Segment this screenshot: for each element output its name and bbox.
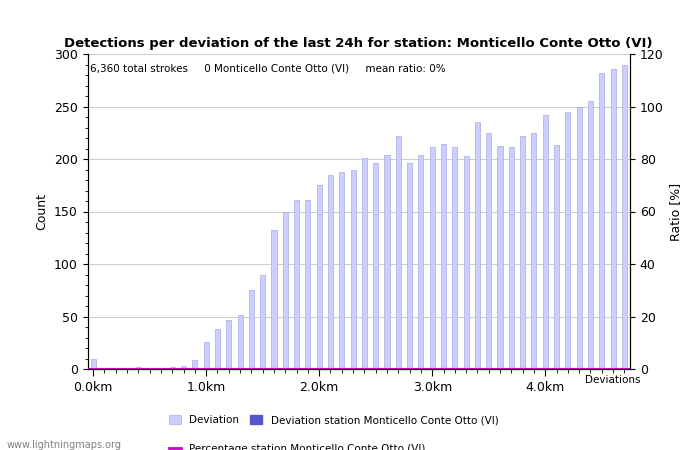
Bar [283,212,288,369]
Bar [452,148,457,369]
Bar [520,136,525,369]
Bar [248,290,254,369]
Bar [384,155,389,369]
Bar [430,148,435,369]
Bar [305,200,310,369]
Bar [237,315,243,369]
Bar [136,367,141,369]
Y-axis label: Ratio [%]: Ratio [%] [669,182,682,241]
Bar [362,158,367,369]
Bar [260,274,265,369]
Text: www.lightningmaps.org: www.lightningmaps.org [7,440,122,450]
Bar [351,170,356,369]
Bar [294,200,299,369]
Bar [441,144,446,369]
Bar [125,368,130,369]
Bar [475,122,480,369]
Bar [577,107,582,369]
Bar [407,163,412,369]
Bar [588,101,593,369]
Bar [622,64,627,369]
Bar [610,69,615,369]
Bar [463,156,469,369]
Bar [169,367,175,369]
Bar [181,366,186,369]
Y-axis label: Count: Count [35,193,48,230]
Bar [419,155,423,369]
Legend: Percentage station Monticello Conte Otto (VI): Percentage station Monticello Conte Otto… [169,444,426,450]
Bar [566,112,570,369]
Bar [486,133,491,369]
Bar [542,115,548,369]
Bar [498,146,503,369]
Bar [226,320,231,369]
Bar [193,360,197,369]
Bar [395,136,401,369]
Text: 6,360 total strokes     0 Monticello Conte Otto (VI)     mean ratio: 0%: 6,360 total strokes 0 Monticello Conte O… [90,63,446,73]
Bar [599,73,604,369]
Bar [90,359,96,369]
Bar [340,171,344,369]
Bar [373,163,378,369]
Bar [215,329,220,369]
Bar [204,342,209,369]
Text: Deviations: Deviations [584,375,640,385]
Bar [531,133,536,369]
Bar [272,230,276,369]
Bar [102,368,107,369]
Bar [509,148,514,369]
Bar [158,368,164,369]
Title: Detections per deviation of the last 24h for station: Monticello Conte Otto (VI): Detections per deviation of the last 24h… [64,37,653,50]
Bar [328,175,333,369]
Bar [554,145,559,369]
Bar [316,185,322,369]
Bar [113,368,118,369]
Bar [147,368,152,369]
